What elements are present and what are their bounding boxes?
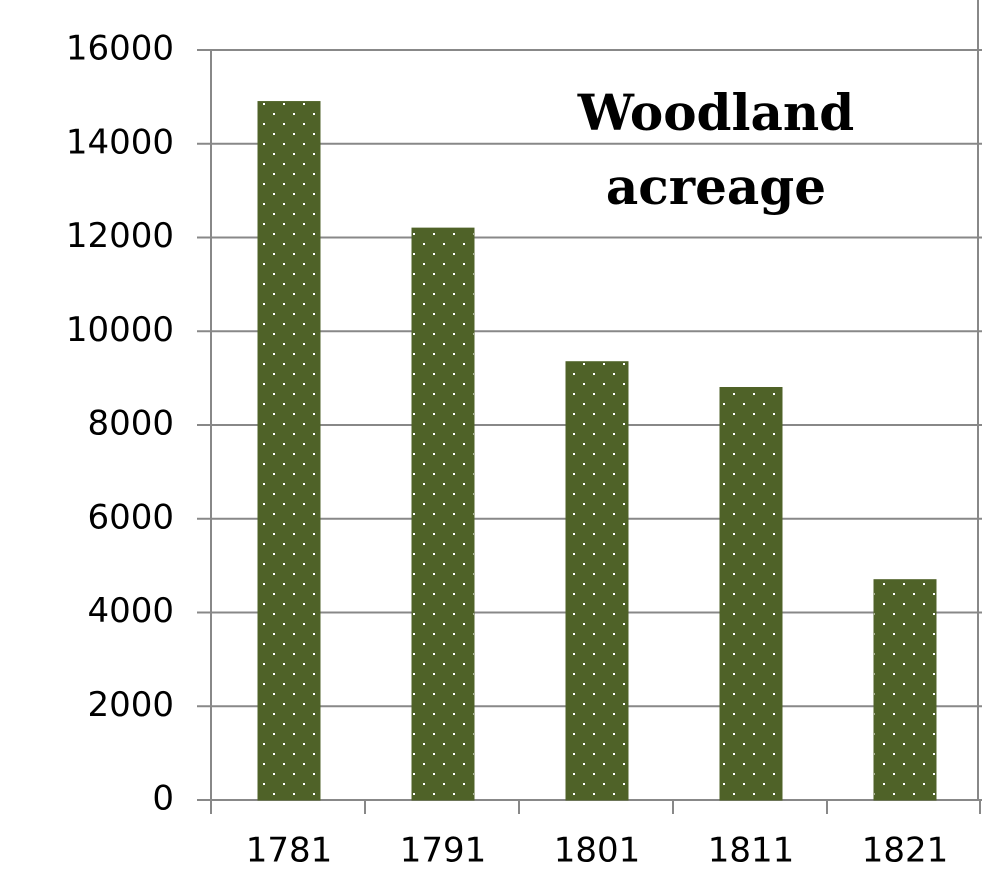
bar	[873, 579, 937, 801]
bar	[257, 101, 321, 801]
x-tick-label: 1821	[862, 831, 949, 871]
bar	[565, 361, 629, 801]
x-tick-label: 1781	[246, 831, 333, 871]
x-tick-label: 1791	[400, 831, 487, 871]
x-tick-label: 1801	[554, 831, 641, 871]
y-tick-label: 10000	[66, 310, 174, 350]
y-tick-label: 6000	[87, 497, 174, 537]
y-tick-label: 2000	[87, 685, 174, 725]
y-tick-label: 0	[152, 779, 174, 819]
y-tick-label: 14000	[66, 122, 174, 162]
y-tick-label: 4000	[87, 591, 174, 631]
y-tick-label: 16000	[66, 29, 174, 69]
x-tick-label: 1811	[708, 831, 795, 871]
bar	[719, 387, 783, 801]
chart-title: Woodland acreage	[577, 83, 855, 216]
y-tick-label: 12000	[66, 216, 174, 256]
bar	[411, 227, 475, 801]
y-tick-label: 8000	[87, 404, 174, 444]
